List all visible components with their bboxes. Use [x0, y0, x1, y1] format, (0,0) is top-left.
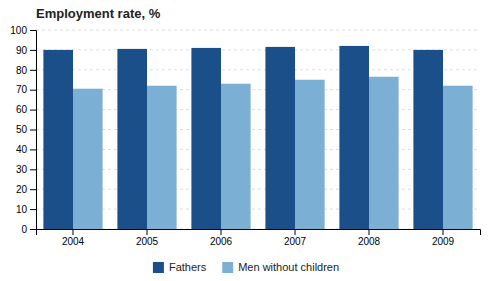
x-tick: 2005: [136, 229, 159, 247]
bar: [339, 46, 369, 229]
y-tick: 30: [16, 164, 36, 175]
axis-line: [30, 31, 37, 230]
tick-label: 30: [16, 164, 28, 175]
bar-series: [43, 46, 443, 229]
y-tick: 50: [16, 124, 36, 135]
tick-mark: [295, 229, 296, 235]
legend-label: Fathers: [169, 261, 207, 273]
bar: [147, 86, 177, 229]
tick-label: 90: [16, 45, 28, 56]
tick-label: 80: [16, 65, 28, 76]
x-tick: 2006: [210, 229, 233, 247]
tick-label: 2009: [432, 236, 455, 247]
y-tick: 90: [16, 45, 36, 56]
y-tick: 20: [16, 184, 36, 195]
bar: [221, 84, 251, 229]
tick-mark: [30, 50, 36, 51]
legend: Fathers Men without children: [153, 261, 339, 273]
title: Employment rate, %: [36, 6, 161, 21]
tick-mark: [443, 229, 444, 235]
tick-mark: [30, 209, 36, 210]
x-tick: 2009: [432, 229, 455, 247]
y-tick: 70: [16, 84, 36, 95]
bar: [73, 89, 103, 229]
tick-mark: [30, 110, 36, 111]
y-tick: 10: [16, 204, 36, 215]
legend-item: Men without children: [222, 261, 339, 273]
tick-label: 100: [10, 25, 27, 36]
bar: [117, 49, 147, 229]
bar-series: [73, 77, 473, 229]
plot: 0102030405060708090100200420052006200720…: [10, 25, 480, 247]
y-tick: 100: [10, 25, 36, 36]
tick-label: 60: [16, 104, 28, 115]
tick-mark: [30, 30, 36, 31]
grid: [36, 30, 480, 229]
legend-swatch: [222, 262, 233, 273]
tick-mark: [30, 149, 36, 150]
tick-label: 10: [16, 204, 28, 215]
tick-label: 2005: [136, 236, 159, 247]
tick-label: 50: [16, 124, 28, 135]
tick-label: 20: [16, 184, 28, 195]
tick-label: 2007: [284, 236, 307, 247]
chart: Employment rate, % 0 10 20 30 40 50 60 70 80 90 100…: [0, 0, 492, 281]
tick-label: 40: [16, 144, 28, 155]
y-tick: 40: [16, 144, 36, 155]
tick-mark: [73, 229, 74, 235]
x-tick: 2004: [62, 229, 85, 247]
x-tick: 2008: [358, 229, 381, 247]
y-tick: 80: [16, 65, 36, 76]
tick-mark: [30, 169, 36, 170]
x-axis: 2004 2005 2006 2007 2008 2009: [37, 229, 481, 247]
bar: [413, 50, 443, 229]
tick-mark: [369, 229, 370, 235]
bar: [191, 48, 221, 229]
y-axis: 0 10 20 30 40 50 60 70 80 90 100: [10, 25, 36, 235]
legend-item: Fathers: [153, 261, 207, 273]
y-tick: 60: [16, 104, 36, 115]
tick-label: 2004: [62, 236, 85, 247]
y-tick: 0: [21, 224, 36, 235]
tick-label: 0: [21, 224, 27, 235]
bar: [265, 47, 295, 229]
tick-mark: [30, 130, 36, 131]
bar: [443, 86, 473, 229]
tick-mark: [30, 229, 36, 230]
bar: [43, 50, 73, 229]
tick-mark: [147, 229, 148, 235]
tick-label: 2008: [358, 236, 381, 247]
x-tick: 2007: [284, 229, 307, 247]
tick-label: 70: [16, 84, 28, 95]
bars: [43, 46, 472, 229]
tick-mark: [30, 90, 36, 91]
legend-swatch: [153, 262, 164, 273]
tick-mark: [30, 189, 36, 190]
tick-label: 2006: [210, 236, 233, 247]
grid-line: [36, 30, 480, 31]
tick-mark: [221, 229, 222, 235]
legend-label: Men without children: [238, 261, 339, 273]
bar: [295, 80, 325, 229]
axis-line: [37, 230, 481, 236]
bar: [369, 77, 399, 229]
tick-mark: [30, 70, 36, 71]
